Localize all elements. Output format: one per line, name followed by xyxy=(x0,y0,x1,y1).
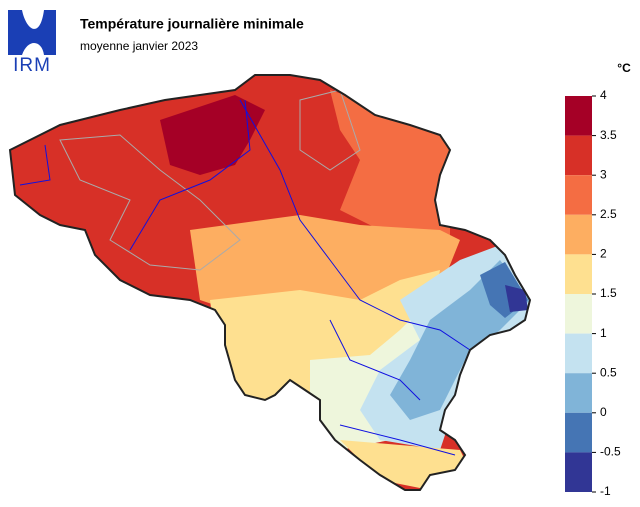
logo: IRM xyxy=(8,10,56,76)
legend-swatch xyxy=(565,333,592,374)
legend-tick-label: 0 xyxy=(600,405,607,419)
legend-swatch xyxy=(565,96,592,136)
rivers xyxy=(19,99,471,456)
legend-swatch xyxy=(565,214,592,255)
zone xyxy=(210,270,440,405)
legend-tick-label: 1.5 xyxy=(600,286,617,300)
legend-tick-label: 3.5 xyxy=(600,128,617,142)
legend: °C 4 3.5 3 2.5 2 1.5 1 0.5 0 -0.5 -1 xyxy=(565,61,631,498)
legend-tick-label: 3 xyxy=(600,167,607,181)
zone xyxy=(160,95,265,175)
logo-shape xyxy=(8,10,56,55)
province-borders xyxy=(59,89,361,271)
legend-tick-label: -0.5 xyxy=(600,445,621,459)
legend-swatch xyxy=(565,135,592,176)
legend-unit: °C xyxy=(617,61,631,75)
zone xyxy=(505,285,528,312)
legend-swatch xyxy=(565,294,592,334)
legend-tick-label: -1 xyxy=(600,484,611,498)
legend-swatch xyxy=(565,373,592,413)
legend-swatch xyxy=(565,254,592,294)
legend-swatch xyxy=(565,175,592,215)
map xyxy=(10,75,530,490)
legend-tick-label: 4 xyxy=(600,88,607,102)
legend-swatch xyxy=(565,452,592,492)
legend-tick-label: 2 xyxy=(600,247,607,261)
subtitle: moyenne janvier 2023 xyxy=(80,39,198,53)
legend-tick-label: 2.5 xyxy=(600,207,617,221)
legend-tick-label: 1 xyxy=(600,326,607,340)
logo-text: IRM xyxy=(13,55,51,76)
legend-tick-label: 0.5 xyxy=(600,365,617,379)
country-border xyxy=(8,74,532,491)
title: Température journalière minimale xyxy=(80,16,304,32)
legend-swatch xyxy=(565,412,592,453)
